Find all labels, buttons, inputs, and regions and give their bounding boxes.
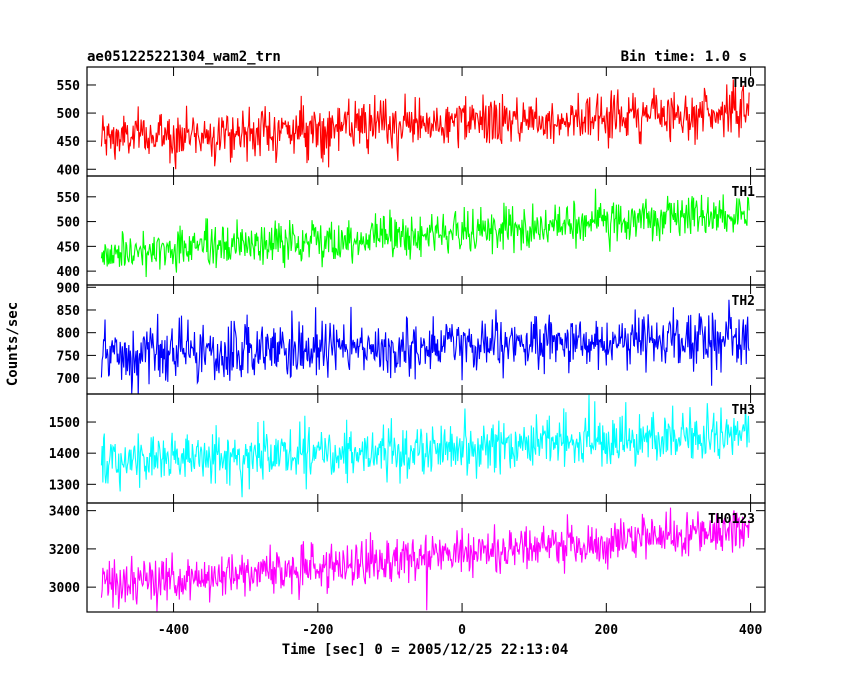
panel-th0123: 3000 3200 3400 TH0123 <box>49 502 766 613</box>
series-line-th0123 <box>100 507 750 612</box>
y-tick-label: 450 <box>57 240 81 255</box>
y-tick-label: 900 <box>57 281 81 296</box>
panel-name-label: TH3 <box>732 403 755 418</box>
x-tick-label: -400 <box>158 623 189 638</box>
y-tick-label: 450 <box>57 135 81 150</box>
y-tick-label: 850 <box>57 304 81 319</box>
x-tick-label: 200 <box>595 623 619 638</box>
y-tick-label: 400 <box>57 265 81 280</box>
panel-name-label: TH0123 <box>708 512 755 527</box>
panels: 400 450 500 550 TH0 400 450 500 550 TH1 700 750 800 8… <box>49 66 766 638</box>
panel-name-label: TH0 <box>732 76 756 91</box>
panel-th0: 400 450 500 550 TH0 <box>57 66 766 178</box>
x-tick-label: 0 <box>458 623 466 638</box>
series-line-th1 <box>100 188 750 278</box>
y-axis-label: Counts/sec <box>5 302 21 386</box>
x-axis-label: Time [sec] 0 = 2005/12/25 22:13:04 <box>282 642 569 658</box>
x-tick-label: -200 <box>302 623 333 638</box>
y-tick-label: 500 <box>57 216 81 231</box>
y-tick-label: 1300 <box>49 478 80 493</box>
y-tick-label: 550 <box>57 79 81 94</box>
x-tick-label: 400 <box>739 623 763 638</box>
series-line-th2 <box>100 299 750 394</box>
bin-time-label: Bin time: 1.0 s <box>621 49 747 65</box>
panel-frame <box>86 175 766 286</box>
y-tick-label: 1500 <box>49 416 80 431</box>
panel-name-label: TH1 <box>732 185 756 200</box>
y-tick-label: 3000 <box>49 581 80 596</box>
y-tick-label: 1400 <box>49 447 80 462</box>
y-tick-label: 550 <box>57 191 81 206</box>
y-tick-label: 750 <box>57 349 81 364</box>
y-tick-label: 3200 <box>49 543 80 558</box>
series-line-th0 <box>100 79 750 170</box>
panel-th1: 400 450 500 550 TH1 <box>57 175 766 286</box>
panel-th2: 700 750 800 850 900 TH2 <box>57 281 766 395</box>
y-tick-label: 500 <box>57 107 81 122</box>
y-tick-label: 3400 <box>49 505 80 520</box>
panel-frame <box>86 502 766 613</box>
y-tick-label: 800 <box>57 327 81 342</box>
panel-th3: 1300 1400 1500 TH3 <box>49 393 766 504</box>
y-tick-label: 400 <box>57 163 81 178</box>
y-tick-label: 700 <box>57 372 81 387</box>
chart-title: ae051225221304_wam2_trn <box>87 49 281 65</box>
panel-name-label: TH2 <box>732 294 755 309</box>
series-line-th3 <box>100 394 750 498</box>
